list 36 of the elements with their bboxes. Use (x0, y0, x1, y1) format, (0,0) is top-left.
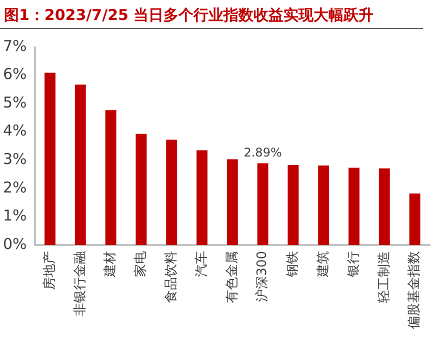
y-tick-label: 6% (3, 65, 27, 84)
y-tick-label: 3% (3, 150, 27, 168)
y-tick-label: 2% (3, 178, 27, 196)
bar (257, 163, 268, 245)
bar (288, 164, 299, 245)
x-tick-label: 轻工制造 (376, 251, 392, 303)
x-tick-label: 建筑 (316, 251, 331, 278)
y-tick-label: 5% (3, 93, 27, 112)
data-label: 2.89% (244, 145, 282, 160)
x-tick-label: 沪深300 (254, 251, 270, 302)
chart-title: 图1：2023/7/25 当日多个行业指数收益实现大幅跃升 (0, 0, 423, 29)
x-tick-label: 房地产 (41, 251, 58, 290)
bar (378, 168, 390, 245)
bar (348, 168, 360, 245)
y-tick-label: 0% (3, 234, 27, 253)
y-tick-label: 7% (3, 36, 27, 55)
bar (196, 150, 208, 245)
bar (409, 194, 420, 245)
x-tick-label: 家电 (132, 251, 149, 277)
x-tick-label: 有色金属 (224, 251, 240, 303)
y-tick-label: 1% (3, 206, 27, 225)
x-tick-label: 食品饮料 (164, 251, 179, 303)
x-tick-label: 偏股基金指数 (407, 251, 422, 329)
bar (318, 166, 330, 245)
x-tick-label: 汽车 (194, 251, 210, 277)
x-tick-label: 建材 (103, 251, 118, 278)
x-tick-label: 非银行金融 (72, 251, 88, 316)
bar (105, 110, 116, 245)
bar (74, 84, 86, 245)
bar (166, 140, 178, 245)
y-tick-label: 4% (3, 122, 27, 140)
x-tick-label: 钢铁 (286, 251, 301, 278)
bar (226, 159, 238, 245)
bar (136, 134, 147, 245)
x-tick-label: 银行 (346, 251, 362, 278)
bar (44, 72, 56, 245)
